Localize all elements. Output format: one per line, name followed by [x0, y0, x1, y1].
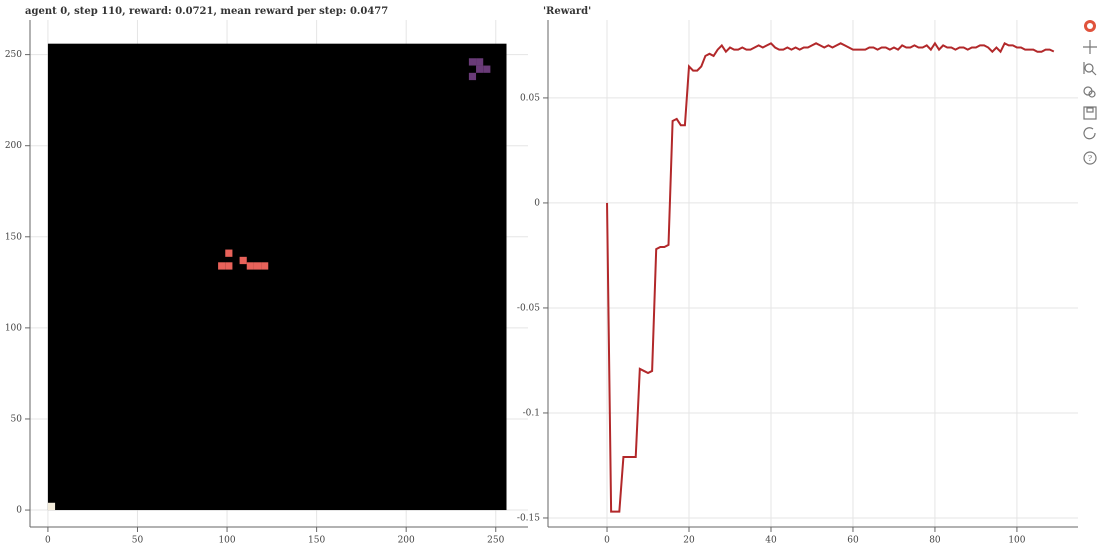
chart-title: 'Reward' — [543, 6, 591, 17]
image-extent — [47, 43, 507, 511]
y-tick-label: 150 — [5, 232, 22, 242]
pixel-cell — [47, 502, 56, 511]
y-tick-label: 0 — [534, 198, 540, 208]
plot: 'Reward' 0 20 40 60 80 100 -0.15 -0.1 -0.05 0 0.05 — [517, 6, 1078, 546]
chart-title: agent 0, step 110, reward: 0.0721, mean … — [25, 6, 388, 17]
y-tick-label: 250 — [5, 50, 22, 60]
pixel-cell — [468, 72, 477, 81]
pixel-cell — [253, 262, 262, 270]
y-tick-label: 100 — [5, 323, 22, 333]
pixel-cell — [225, 262, 233, 270]
pixel-cell — [483, 65, 491, 73]
x-tick-label: 250 — [487, 536, 504, 546]
x-tick-label: 0 — [45, 536, 51, 546]
plot: agent 0, step 110, reward: 0.0721, mean … — [5, 6, 528, 546]
y-tick-label: 0 — [16, 506, 22, 516]
y-tick-label: -0.1 — [523, 408, 540, 418]
pixel-cell — [246, 262, 254, 270]
y-tick-label: 200 — [5, 141, 22, 151]
svg-text:?: ? — [1088, 154, 1092, 163]
zoom-tool[interactable] — [1083, 62, 1097, 76]
wheel-zoom-tool[interactable] — [1083, 86, 1096, 98]
help-tool[interactable]: ? — [1083, 151, 1097, 165]
save-tool[interactable] — [1083, 106, 1097, 120]
pixel-cell — [218, 262, 226, 270]
x-tick-label: 50 — [132, 536, 144, 546]
y-tick-label: -0.15 — [517, 513, 540, 523]
y-tick-label: -0.05 — [517, 303, 540, 313]
pixel-cell — [476, 65, 484, 73]
x-tick-label: 150 — [308, 536, 325, 546]
pan-tool[interactable] — [1083, 40, 1097, 54]
x-tick-label: 20 — [683, 536, 695, 546]
reset-tool[interactable] — [1083, 127, 1096, 140]
y-tick-label: 0.05 — [520, 93, 540, 103]
pixel-cell — [239, 256, 247, 265]
y-tick-label: 50 — [11, 414, 23, 424]
x-tick-label: 60 — [847, 536, 859, 546]
x-tick-label: 100 — [1008, 536, 1025, 546]
pixel-cell — [468, 58, 477, 66]
x-tick-label: 100 — [218, 536, 235, 546]
x-tick-label: 0 — [604, 536, 610, 546]
x-tick-label: 40 — [765, 536, 777, 546]
pixel-cell — [225, 249, 233, 257]
bokeh-logo[interactable] — [1084, 20, 1096, 32]
x-tick-label: 200 — [398, 536, 415, 546]
reward-line — [606, 41, 1055, 513]
pixel-cell — [261, 262, 269, 270]
toolbar: ? — [1083, 20, 1097, 165]
x-tick-label: 80 — [929, 536, 941, 546]
pixel-cell — [476, 58, 484, 66]
